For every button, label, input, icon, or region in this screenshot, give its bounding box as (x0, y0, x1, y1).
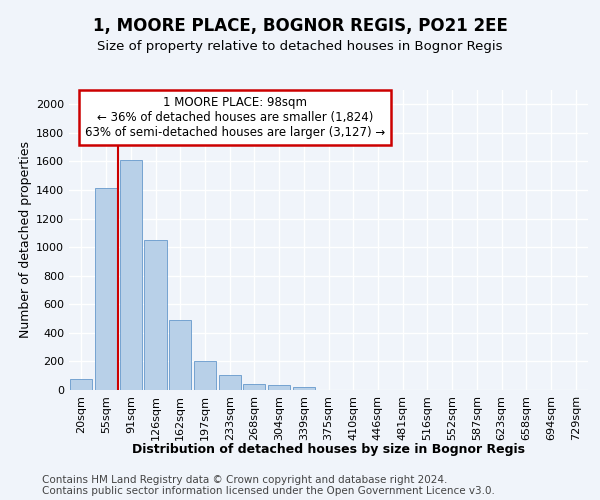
Bar (145, 240, 167, 390)
Text: 1, MOORE PLACE, BOGNOR REGIS, PO21 2EE: 1, MOORE PLACE, BOGNOR REGIS, PO21 2EE (92, 18, 508, 36)
Bar (70, 378, 92, 390)
Bar (194, 362, 216, 390)
Bar (243, 384, 265, 390)
Bar (293, 387, 315, 390)
Text: Contains public sector information licensed under the Open Government Licence v3: Contains public sector information licen… (42, 486, 495, 496)
Bar (95, 188, 117, 390)
Text: Contains HM Land Registry data © Crown copyright and database right 2024.: Contains HM Land Registry data © Crown c… (42, 475, 448, 485)
Bar (119, 160, 142, 390)
Bar (218, 375, 241, 390)
Text: Size of property relative to detached houses in Bognor Regis: Size of property relative to detached ho… (97, 40, 503, 53)
Text: 1 MOORE PLACE: 98sqm
← 36% of detached houses are smaller (1,824)
63% of semi-de: 1 MOORE PLACE: 98sqm ← 36% of detached h… (85, 96, 385, 139)
Bar (268, 385, 290, 390)
Bar (169, 320, 191, 390)
Text: Distribution of detached houses by size in Bognor Regis: Distribution of detached houses by size … (133, 442, 526, 456)
Y-axis label: Number of detached properties: Number of detached properties (19, 142, 32, 338)
